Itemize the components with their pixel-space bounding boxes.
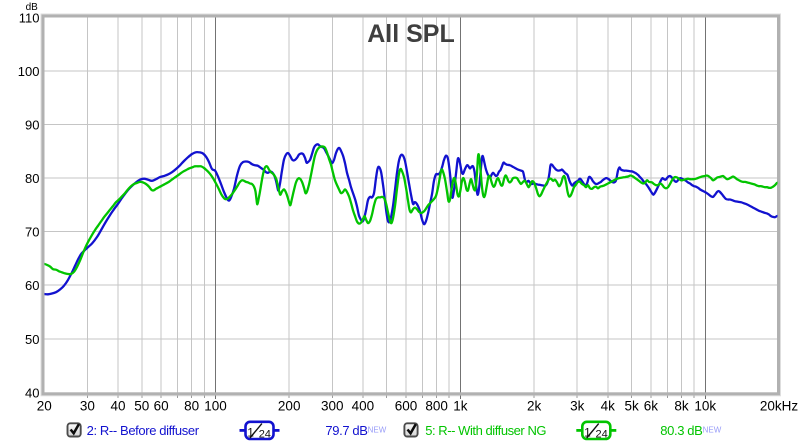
svg-text:3k: 3k	[570, 398, 585, 413]
svg-text:70: 70	[25, 225, 39, 240]
svg-text:6k: 6k	[644, 398, 659, 413]
svg-text:24: 24	[596, 428, 608, 440]
svg-text:2: R-- Before diffuser: 2: R-- Before diffuser	[87, 423, 200, 438]
svg-text:2k: 2k	[527, 398, 542, 413]
svg-text:110: 110	[19, 11, 40, 26]
svg-text:8k: 8k	[674, 398, 689, 413]
svg-text:60: 60	[154, 398, 169, 413]
svg-text:60: 60	[25, 278, 39, 293]
svg-text:All SPL: All SPL	[367, 20, 455, 48]
svg-text:1k: 1k	[453, 398, 468, 413]
svg-text:20kHz: 20kHz	[760, 398, 799, 413]
svg-text:dB: dB	[26, 2, 39, 13]
svg-text:1: 1	[247, 425, 254, 439]
svg-text:40: 40	[110, 398, 125, 413]
svg-text:100: 100	[204, 398, 227, 413]
svg-text:80: 80	[25, 171, 39, 186]
svg-text:79.7 dB: 79.7 dB	[325, 423, 367, 438]
svg-text:90: 90	[25, 118, 39, 133]
svg-text:10k: 10k	[694, 398, 716, 413]
svg-text:50: 50	[25, 332, 39, 347]
svg-text:80.3 dB: 80.3 dB	[660, 423, 702, 438]
svg-text:800: 800	[425, 398, 448, 413]
svg-text:NEW: NEW	[368, 425, 387, 434]
svg-text:200: 200	[278, 398, 301, 413]
svg-text:400: 400	[352, 398, 375, 413]
svg-text:NEW: NEW	[703, 425, 722, 434]
svg-text:600: 600	[395, 398, 418, 413]
svg-text:5: R-- With diffuser NG: 5: R-- With diffuser NG	[425, 423, 546, 438]
svg-text:4k: 4k	[601, 398, 616, 413]
svg-text:20: 20	[37, 398, 52, 413]
svg-text:5k: 5k	[624, 398, 639, 413]
svg-text:100: 100	[18, 64, 40, 79]
svg-text:30: 30	[80, 398, 95, 413]
svg-text:40: 40	[25, 385, 39, 400]
svg-text:80: 80	[184, 398, 199, 413]
svg-text:300: 300	[321, 398, 344, 413]
svg-text:50: 50	[134, 398, 149, 413]
svg-text:24: 24	[259, 428, 271, 440]
svg-text:1: 1	[584, 425, 591, 439]
